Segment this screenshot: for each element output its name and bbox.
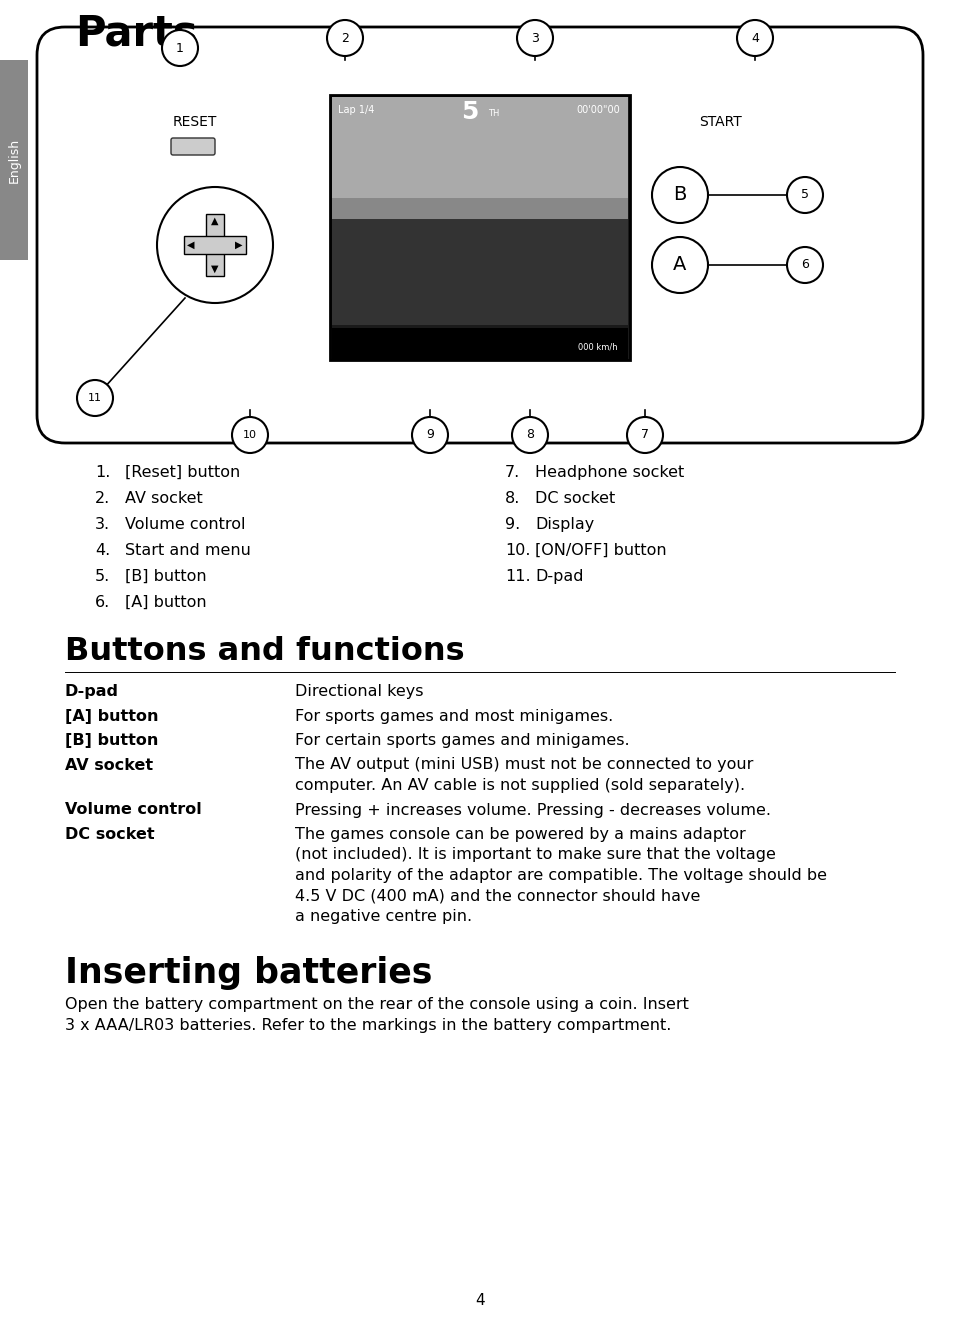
Text: 4.: 4. xyxy=(95,543,110,558)
Text: START: START xyxy=(699,116,741,129)
Text: AV socket: AV socket xyxy=(65,757,154,773)
Text: 9.: 9. xyxy=(505,517,520,533)
Circle shape xyxy=(162,31,198,66)
Text: 8.: 8. xyxy=(505,491,520,506)
Text: 2.: 2. xyxy=(95,491,110,506)
Text: [B] button: [B] button xyxy=(65,733,158,748)
Text: and polarity of the adaptor are compatible. The voltage should be: and polarity of the adaptor are compatib… xyxy=(295,869,827,883)
Text: The games console can be powered by a mains adaptor: The games console can be powered by a ma… xyxy=(295,827,746,842)
Bar xyxy=(332,97,628,198)
Text: Pressing + increases volume. Pressing - decreases volume.: Pressing + increases volume. Pressing - … xyxy=(295,802,771,818)
Circle shape xyxy=(787,177,823,212)
Text: 10.: 10. xyxy=(505,543,531,558)
Text: Headphone socket: Headphone socket xyxy=(535,465,684,479)
Text: 3: 3 xyxy=(531,32,539,45)
Text: 2: 2 xyxy=(341,32,348,45)
Text: 000 km/h: 000 km/h xyxy=(578,343,618,351)
Text: [B] button: [B] button xyxy=(125,568,206,584)
Text: 3 x AAA/LR03 batteries. Refer to the markings in the battery compartment.: 3 x AAA/LR03 batteries. Refer to the mar… xyxy=(65,1019,671,1033)
Circle shape xyxy=(512,417,548,453)
Text: The AV output (mini USB) must not be connected to your: The AV output (mini USB) must not be con… xyxy=(295,757,754,773)
FancyBboxPatch shape xyxy=(37,27,923,444)
Text: Volume control: Volume control xyxy=(65,802,202,818)
Text: Buttons and functions: Buttons and functions xyxy=(65,636,465,667)
Text: [A] button: [A] button xyxy=(125,595,206,610)
Text: Start and menu: Start and menu xyxy=(125,543,251,558)
Text: 6: 6 xyxy=(801,259,809,271)
Text: Display: Display xyxy=(535,517,594,533)
Text: Lap 1/4: Lap 1/4 xyxy=(338,105,374,116)
Text: A: A xyxy=(673,255,686,275)
Text: 4: 4 xyxy=(751,32,759,45)
Text: Volume control: Volume control xyxy=(125,517,246,533)
Text: 7.: 7. xyxy=(505,465,520,479)
Text: AV socket: AV socket xyxy=(125,491,203,506)
Text: 1.: 1. xyxy=(95,465,110,479)
Text: 7: 7 xyxy=(641,429,649,441)
Circle shape xyxy=(327,20,363,56)
Text: ◀: ◀ xyxy=(187,240,195,250)
Circle shape xyxy=(652,167,708,223)
Text: 5.: 5. xyxy=(95,568,110,584)
Circle shape xyxy=(737,20,773,56)
Bar xyxy=(332,219,628,325)
Text: For sports games and most minigames.: For sports games and most minigames. xyxy=(295,709,613,724)
Text: ▼: ▼ xyxy=(211,264,219,274)
Text: (not included). It is important to make sure that the voltage: (not included). It is important to make … xyxy=(295,847,776,862)
Text: 9: 9 xyxy=(426,429,434,441)
Text: Parts: Parts xyxy=(75,12,198,54)
FancyBboxPatch shape xyxy=(171,138,215,155)
Text: 8: 8 xyxy=(526,429,534,441)
Circle shape xyxy=(517,20,553,56)
Text: 6.: 6. xyxy=(95,595,110,610)
Text: [Reset] button: [Reset] button xyxy=(125,465,240,479)
Text: DC socket: DC socket xyxy=(65,827,155,842)
Text: ▶: ▶ xyxy=(235,240,243,250)
Bar xyxy=(332,198,628,219)
Text: Directional keys: Directional keys xyxy=(295,684,423,699)
Text: 11: 11 xyxy=(88,393,102,402)
Text: B: B xyxy=(673,186,686,205)
Text: 5: 5 xyxy=(801,189,809,202)
Text: RESET: RESET xyxy=(173,116,217,129)
Bar xyxy=(0,60,28,260)
Text: Inserting batteries: Inserting batteries xyxy=(65,956,432,989)
Bar xyxy=(330,96,630,360)
Circle shape xyxy=(77,380,113,416)
Text: D-pad: D-pad xyxy=(535,568,584,584)
Text: 5: 5 xyxy=(462,100,479,124)
Text: Open the battery compartment on the rear of the console using a coin. Insert: Open the battery compartment on the rear… xyxy=(65,997,689,1012)
Circle shape xyxy=(412,417,448,453)
Text: For certain sports games and minigames.: For certain sports games and minigames. xyxy=(295,733,630,748)
Circle shape xyxy=(787,247,823,283)
Text: a negative centre pin.: a negative centre pin. xyxy=(295,908,472,924)
Text: 1: 1 xyxy=(176,41,184,54)
Text: 00'00"00: 00'00"00 xyxy=(576,105,620,116)
Bar xyxy=(206,214,224,276)
Circle shape xyxy=(652,236,708,293)
Text: [A] button: [A] button xyxy=(65,709,158,724)
Circle shape xyxy=(232,417,268,453)
Text: computer. An AV cable is not supplied (sold separately).: computer. An AV cable is not supplied (s… xyxy=(295,778,745,793)
Text: 10: 10 xyxy=(243,430,257,440)
Text: DC socket: DC socket xyxy=(535,491,615,506)
Text: D-pad: D-pad xyxy=(65,684,119,699)
Text: English: English xyxy=(8,137,20,182)
Text: [ON/OFF] button: [ON/OFF] button xyxy=(535,543,666,558)
Bar xyxy=(332,328,628,360)
Text: 3.: 3. xyxy=(95,517,110,533)
Bar xyxy=(184,236,246,254)
Text: 11.: 11. xyxy=(505,568,531,584)
Circle shape xyxy=(627,417,663,453)
Text: ▲: ▲ xyxy=(211,216,219,226)
Circle shape xyxy=(157,187,273,303)
Text: 4.5 V DC (400 mA) and the connector should have: 4.5 V DC (400 mA) and the connector shou… xyxy=(295,888,701,903)
Text: 4: 4 xyxy=(475,1293,485,1308)
Text: TH: TH xyxy=(488,109,499,118)
